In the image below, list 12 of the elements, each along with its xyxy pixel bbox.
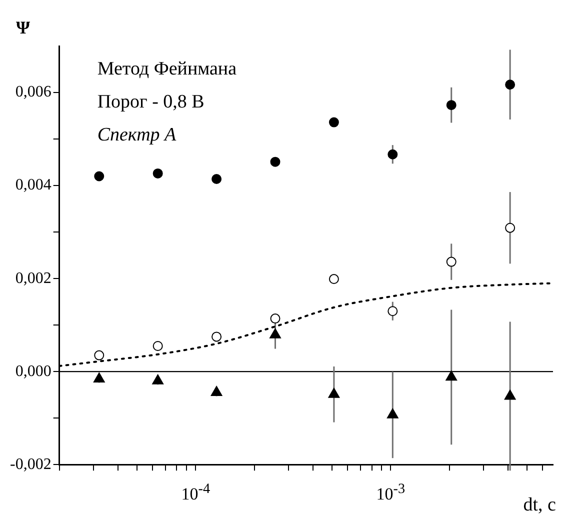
y-tick-label: 0,004 [15, 176, 52, 194]
annotation: Порог - 0,8 В [97, 91, 204, 112]
y-tick-label: -0,002 [10, 456, 52, 473]
y-tick-label: 0,002 [15, 270, 52, 287]
y-axis-title: Ψ [16, 18, 30, 38]
x-tick-label: 10$^{-4}$ [181, 480, 210, 504]
annotation: Спектр А [97, 124, 177, 146]
y-tick-label: 0,000 [15, 362, 52, 380]
y-tick-label: 0,006 [15, 84, 52, 101]
x-tick-label: 10$^{-3}$ [376, 480, 406, 504]
x-axis-title: dt, c [523, 494, 556, 516]
annotation: Метод Фейнмана [97, 58, 238, 80]
